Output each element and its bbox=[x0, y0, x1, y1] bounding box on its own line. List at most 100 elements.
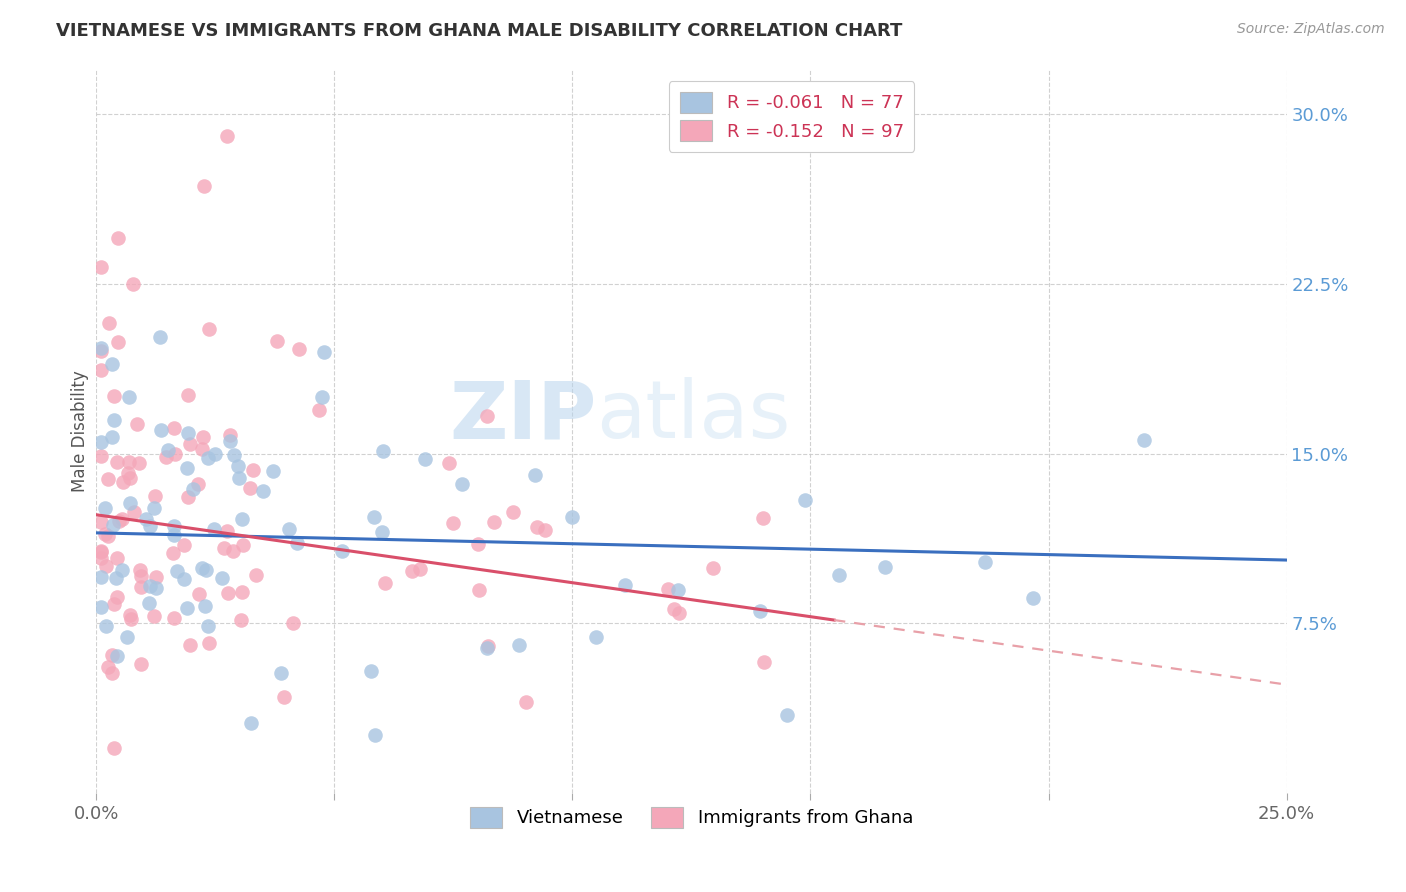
Point bbox=[401, 564, 423, 578]
Point bbox=[97, 472, 120, 486]
Point bbox=[103, 412, 125, 426]
Point bbox=[90, 344, 112, 359]
Point bbox=[107, 334, 129, 349]
Point bbox=[143, 489, 166, 503]
Point bbox=[143, 608, 166, 623]
Point bbox=[187, 476, 209, 491]
Point bbox=[217, 585, 239, 599]
Point bbox=[115, 630, 138, 644]
Point bbox=[125, 417, 148, 432]
Point bbox=[155, 450, 177, 464]
Point bbox=[224, 448, 246, 462]
Point bbox=[364, 728, 387, 742]
Point bbox=[211, 571, 233, 585]
Point bbox=[239, 481, 262, 495]
Point bbox=[828, 567, 851, 582]
Point bbox=[232, 538, 254, 552]
Point bbox=[508, 638, 530, 652]
Point bbox=[111, 563, 134, 577]
Point bbox=[1022, 591, 1045, 605]
Point bbox=[288, 342, 311, 356]
Point bbox=[212, 541, 235, 555]
Point bbox=[90, 515, 112, 529]
Point bbox=[163, 527, 186, 541]
Point bbox=[97, 529, 120, 543]
Point bbox=[245, 567, 267, 582]
Point bbox=[120, 471, 142, 485]
Point bbox=[222, 544, 245, 558]
Point bbox=[231, 511, 253, 525]
Point bbox=[662, 602, 685, 616]
Point bbox=[191, 561, 214, 575]
Point bbox=[105, 551, 128, 566]
Point bbox=[145, 570, 167, 584]
Point bbox=[103, 388, 125, 402]
Text: atlas: atlas bbox=[596, 377, 790, 456]
Point bbox=[103, 597, 125, 611]
Point bbox=[437, 456, 460, 470]
Point bbox=[122, 505, 145, 519]
Point bbox=[371, 443, 394, 458]
Point bbox=[749, 603, 772, 617]
Point bbox=[157, 443, 180, 458]
Point bbox=[177, 426, 200, 441]
Point bbox=[90, 570, 112, 584]
Point bbox=[215, 129, 238, 144]
Point bbox=[467, 537, 489, 551]
Point bbox=[94, 619, 117, 633]
Point bbox=[162, 546, 184, 560]
Point bbox=[129, 657, 152, 671]
Point bbox=[90, 543, 112, 558]
Point bbox=[100, 666, 122, 681]
Point bbox=[308, 403, 330, 417]
Point bbox=[657, 582, 679, 596]
Point bbox=[363, 510, 385, 524]
Point bbox=[139, 519, 162, 533]
Point bbox=[179, 437, 201, 451]
Point bbox=[1132, 433, 1154, 447]
Point bbox=[163, 447, 186, 461]
Point bbox=[177, 491, 200, 505]
Point bbox=[103, 741, 125, 756]
Point bbox=[162, 420, 184, 434]
Point bbox=[266, 334, 288, 348]
Point bbox=[118, 455, 141, 469]
Point bbox=[195, 563, 218, 577]
Point bbox=[191, 430, 214, 444]
Point bbox=[143, 500, 166, 515]
Point bbox=[101, 517, 124, 532]
Point bbox=[217, 524, 239, 538]
Point bbox=[163, 518, 186, 533]
Point bbox=[104, 571, 127, 585]
Point bbox=[754, 655, 776, 669]
Point bbox=[262, 464, 284, 478]
Point bbox=[111, 512, 134, 526]
Point bbox=[139, 579, 162, 593]
Point bbox=[242, 463, 264, 477]
Point bbox=[94, 500, 117, 515]
Point bbox=[90, 341, 112, 355]
Point bbox=[374, 576, 396, 591]
Point bbox=[105, 455, 128, 469]
Point bbox=[475, 409, 498, 423]
Point bbox=[121, 277, 143, 291]
Point bbox=[166, 564, 188, 578]
Point bbox=[793, 493, 815, 508]
Point bbox=[228, 459, 250, 474]
Point bbox=[90, 260, 112, 274]
Point bbox=[173, 538, 195, 552]
Point bbox=[752, 511, 775, 525]
Point bbox=[475, 641, 498, 656]
Point bbox=[118, 496, 141, 510]
Point bbox=[101, 357, 124, 371]
Point bbox=[875, 560, 897, 574]
Point bbox=[229, 613, 252, 627]
Point bbox=[413, 452, 436, 467]
Point bbox=[468, 582, 491, 597]
Point bbox=[190, 442, 212, 457]
Point bbox=[187, 587, 209, 601]
Y-axis label: Male Disability: Male Disability bbox=[72, 370, 89, 491]
Point bbox=[128, 563, 150, 577]
Point bbox=[131, 569, 153, 583]
Text: VIETNAMESE VS IMMIGRANTS FROM GHANA MALE DISABILITY CORRELATION CHART: VIETNAMESE VS IMMIGRANTS FROM GHANA MALE… bbox=[56, 22, 903, 40]
